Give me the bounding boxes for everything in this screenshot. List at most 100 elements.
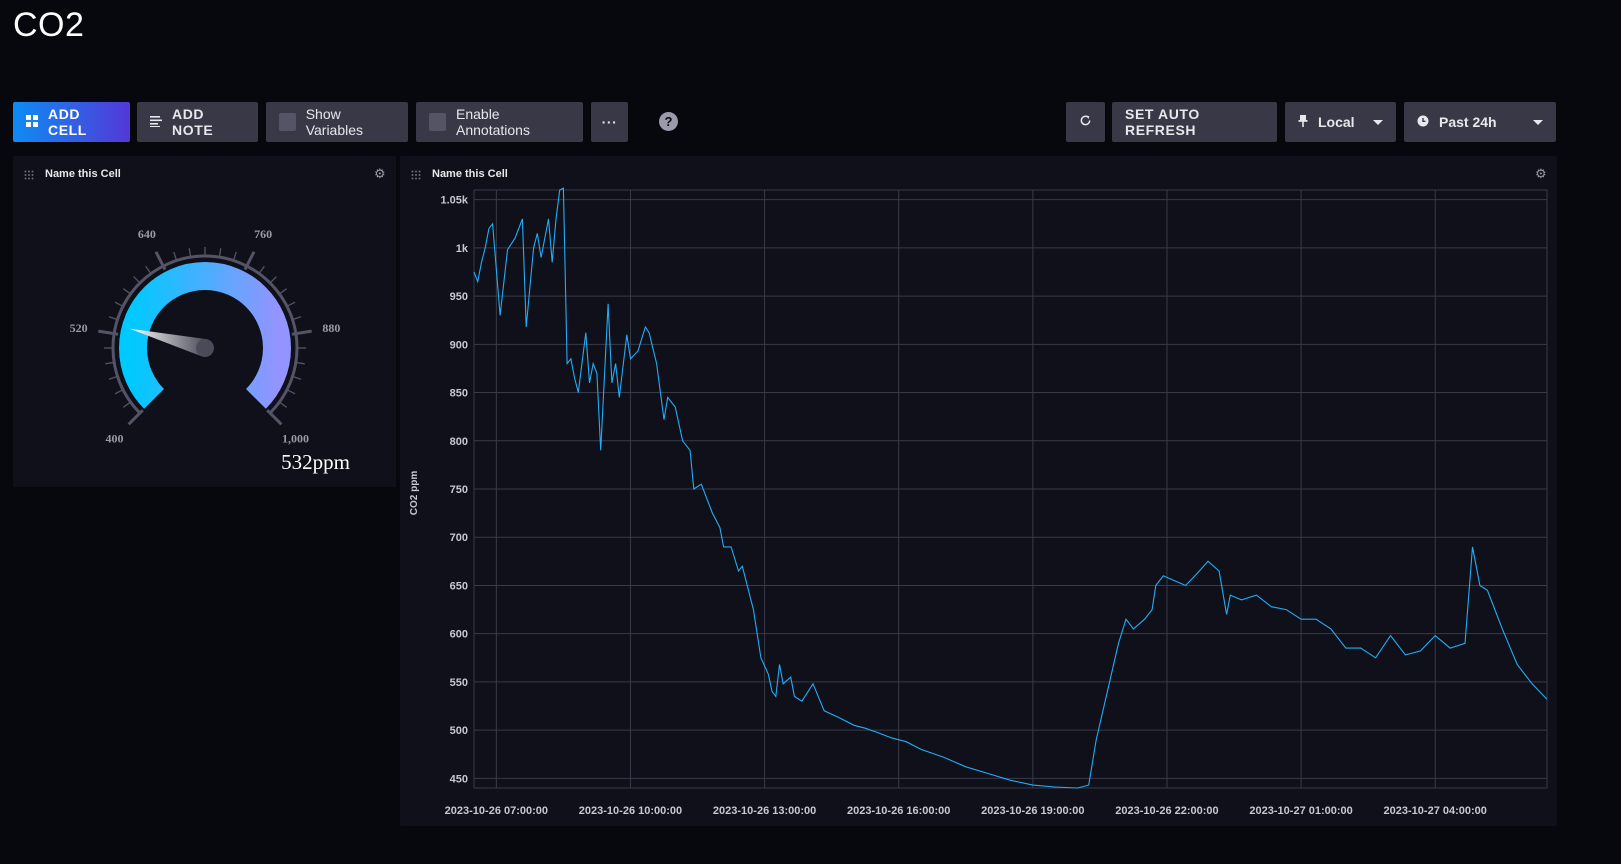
gauge-band	[119, 262, 291, 409]
show-variables-toggle[interactable]: Show Variables	[266, 102, 408, 142]
x-tick-label: 2023-10-26 13:00:00	[713, 805, 816, 817]
refresh-icon	[1079, 114, 1092, 130]
x-tick-label: 2023-10-26 16:00:00	[847, 805, 950, 817]
gauge-major-tick	[127, 409, 144, 426]
gear-icon[interactable]: ⚙	[374, 166, 386, 181]
gauge-value: 532ppm	[281, 450, 350, 474]
y-tick-label: 800	[450, 436, 468, 448]
gauge-minor-tick	[133, 276, 140, 283]
chevron-down-icon	[1533, 119, 1543, 125]
y-tick-label: 450	[450, 773, 468, 785]
gauge-minor-tick	[122, 288, 131, 294]
gauge-major-tick	[266, 409, 283, 426]
y-tick-label: 1k	[456, 243, 469, 255]
refresh-button[interactable]	[1066, 102, 1105, 142]
more-options-button[interactable]: ···	[591, 102, 628, 142]
gauge-minor-tick	[114, 389, 123, 395]
gauge-tick-label: 400	[105, 432, 123, 446]
gauge-minor-tick	[218, 248, 222, 257]
gauge-minor-tick	[293, 316, 302, 320]
x-tick-label: 2023-10-27 04:00:00	[1384, 805, 1487, 817]
add-cell-label: ADD CELL	[48, 106, 87, 138]
gauge-minor-tick	[293, 376, 302, 380]
y-tick-label: 850	[450, 388, 468, 400]
drag-handle-icon[interactable]	[411, 170, 421, 180]
x-tick-label: 2023-10-26 10:00:00	[579, 805, 682, 817]
gauge-tick-label: 520	[70, 321, 88, 335]
gauge-track	[111, 254, 299, 415]
gauge-minor-tick	[287, 301, 296, 307]
x-tick-label: 2023-10-27 01:00:00	[1249, 805, 1352, 817]
y-tick-label: 700	[450, 532, 468, 544]
dashboard-title: CO2	[13, 6, 85, 44]
series-line	[473, 187, 1548, 789]
timezone-label: Local	[1318, 114, 1355, 130]
gear-icon[interactable]: ⚙	[1535, 166, 1547, 181]
y-tick-label: 900	[450, 339, 468, 351]
grid-icon	[26, 114, 38, 130]
gauge-minor-tick	[122, 402, 131, 408]
timezone-dropdown[interactable]: Local	[1285, 102, 1396, 142]
gauge-major-tick	[98, 329, 119, 336]
gauge-chart: 400 520 640 760 880 1,000 532ppm	[70, 227, 350, 474]
note-lines-icon	[150, 114, 162, 130]
help-icon[interactable]: ?	[659, 112, 678, 131]
gauge-minor-tick	[233, 251, 237, 260]
graph-cell[interactable]: Name this Cell ⚙ 450 500 550 600 650 700 750 80…	[400, 156, 1557, 826]
gauge-minor-tick	[108, 316, 117, 320]
gauge-major-tick	[243, 251, 256, 271]
cell-title[interactable]: Name this Cell	[432, 168, 508, 180]
gauge-minor-tick	[296, 361, 305, 365]
show-variables-label: Show Variables	[305, 106, 364, 138]
gauge-minor-tick	[173, 251, 177, 260]
pin-icon	[1298, 114, 1308, 130]
gauge-tick-label: 880	[322, 321, 340, 335]
chevron-down-icon	[1373, 119, 1383, 125]
y-tick-label: 750	[450, 484, 468, 496]
clock-icon	[1417, 114, 1429, 130]
enable-annotations-toggle[interactable]: Enable Annotations	[416, 102, 583, 142]
gauge-cell[interactable]: Name this Cell ⚙ 400 520 640 760 880 1,000 53…	[13, 156, 396, 487]
set-auto-refresh-button[interactable]: SET AUTO REFRESH	[1112, 102, 1277, 142]
gauge-needle	[129, 328, 208, 357]
gauge-minor-tick	[287, 389, 296, 395]
gauge-needle-hub	[196, 339, 214, 357]
y-tick-label: 500	[450, 725, 468, 737]
gauge-minor-tick	[114, 301, 123, 307]
gauge-minor-tick	[279, 288, 288, 294]
time-range-dropdown[interactable]: Past 24h	[1404, 102, 1556, 142]
add-note-label: ADD NOTE	[172, 106, 214, 138]
line-chart: 450 500 550 600 650 700 750 800 850 900 950 1k 1.05k…	[409, 187, 1548, 817]
drag-handle-icon[interactable]	[24, 170, 34, 180]
gauge-minor-tick	[145, 265, 151, 274]
add-note-button[interactable]: ADD NOTE	[137, 102, 258, 142]
y-tick-label: 1.05k	[440, 195, 468, 207]
checkbox-icon	[279, 113, 296, 131]
time-range-label: Past 24h	[1439, 114, 1497, 130]
more-label: ···	[601, 114, 618, 130]
gauge-major-tick	[291, 329, 312, 336]
gauge-minor-tick	[259, 265, 265, 274]
add-cell-button[interactable]: ADD CELL	[13, 102, 130, 142]
checkbox-icon	[429, 113, 446, 131]
gauge-tick-label: 760	[254, 227, 272, 241]
y-tick-label: 600	[450, 629, 468, 641]
y-tick-label: 650	[450, 580, 468, 592]
set-auto-refresh-label: SET AUTO REFRESH	[1125, 106, 1200, 138]
cell-title[interactable]: Name this Cell	[45, 168, 121, 180]
gauge-minor-tick	[105, 361, 114, 365]
gauge-tick-label: 640	[138, 227, 156, 241]
enable-annotations-label: Enable Annotations	[456, 106, 530, 138]
gauge-minor-tick	[279, 402, 288, 408]
y-tick-label: 950	[450, 291, 468, 303]
gauge-major-tick	[154, 251, 167, 271]
gauge-minor-tick	[270, 276, 277, 283]
gauge-minor-tick	[108, 376, 117, 380]
x-tick-label: 2023-10-26 22:00:00	[1115, 805, 1218, 817]
y-axis-label: CO2 ppm	[409, 471, 420, 516]
x-tick-label: 2023-10-26 07:00:00	[445, 805, 548, 817]
y-tick-label: 550	[450, 677, 468, 689]
gauge-minor-tick	[188, 248, 192, 257]
gauge-tick-label: 1,000	[282, 432, 309, 446]
x-tick-label: 2023-10-26 19:00:00	[981, 805, 1084, 817]
